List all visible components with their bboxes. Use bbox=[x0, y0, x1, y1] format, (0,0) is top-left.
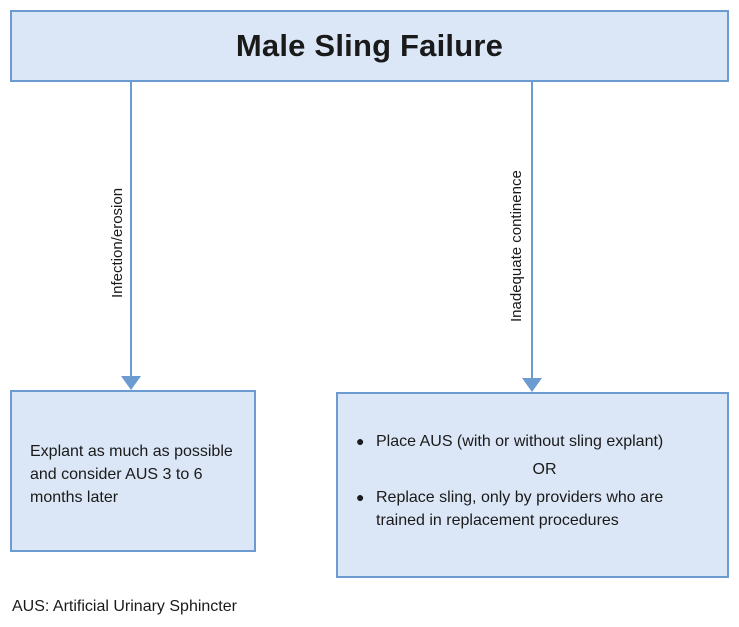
bullet-dot-icon: ● bbox=[356, 433, 365, 449]
left-arrow-head bbox=[121, 376, 141, 390]
branch-label-continence: Inadequate continence bbox=[508, 170, 525, 322]
branch-label-infection: Infection/erosion bbox=[109, 187, 126, 298]
bullet-text: Replace sling, only by providers who are… bbox=[376, 489, 664, 529]
left-outcome-text: Explant as much as possible and consider… bbox=[30, 443, 233, 506]
right-outcome-box: ● Place AUS (with or without sling expla… bbox=[336, 392, 729, 578]
bullet-dot-icon: ● bbox=[356, 489, 365, 505]
left-outcome-box: Explant as much as possible and consider… bbox=[10, 390, 256, 552]
bullet-item-place-aus: ● Place AUS (with or without sling expla… bbox=[356, 430, 713, 453]
bullet-item-replace-sling: ● Replace sling, only by providers who a… bbox=[356, 486, 713, 532]
title-box: Male Sling Failure bbox=[10, 10, 729, 82]
footnote: AUS: Artificial Urinary Sphincter bbox=[12, 598, 237, 615]
bullet-text: Place AUS (with or without sling explant… bbox=[376, 433, 664, 450]
diagram-title: Male Sling Failure bbox=[235, 28, 504, 63]
or-separator: OR bbox=[532, 461, 557, 478]
right-arrow-head bbox=[522, 378, 542, 392]
